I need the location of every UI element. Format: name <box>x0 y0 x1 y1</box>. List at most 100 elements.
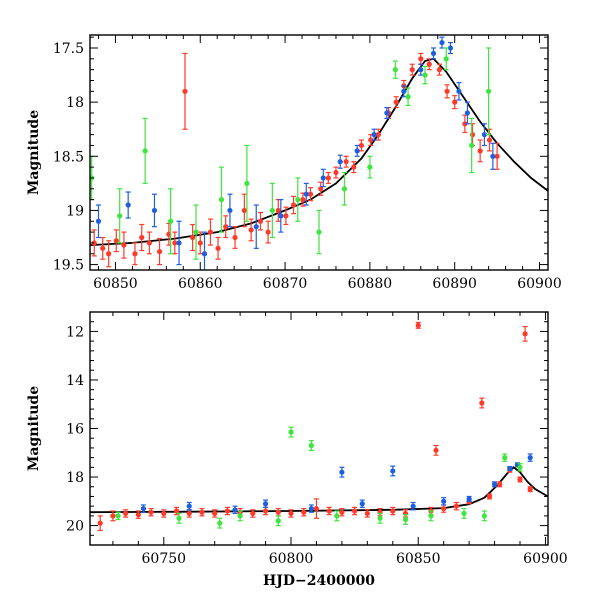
data-point <box>318 181 324 196</box>
data-point <box>151 193 158 228</box>
data-point <box>140 504 147 513</box>
data-point <box>436 63 443 76</box>
data-point <box>232 226 238 249</box>
data-point <box>343 155 349 168</box>
point-marker <box>441 498 447 504</box>
x-tick-label: 60900 <box>517 276 562 292</box>
point-marker <box>241 207 247 214</box>
data-point <box>307 187 314 202</box>
point-marker <box>426 61 432 67</box>
point-marker <box>232 507 238 513</box>
point-marker <box>125 202 131 208</box>
point-marker <box>313 505 320 512</box>
data-point <box>121 231 127 259</box>
point-marker <box>401 88 407 94</box>
data-point <box>215 236 221 260</box>
point-marker <box>393 99 399 105</box>
data-point <box>341 171 348 206</box>
point-marker <box>288 429 294 435</box>
data-point <box>527 453 533 462</box>
point-marker <box>106 251 112 257</box>
point-marker <box>343 159 349 165</box>
y-tick-label: 16 <box>66 422 84 438</box>
point-marker <box>300 197 306 203</box>
data-point <box>212 509 218 518</box>
point-marker <box>466 496 472 502</box>
top-axes: 60850 60860 60870 60880 60890 60900 17.5 18 18.5… <box>53 34 562 292</box>
point-marker <box>410 503 416 509</box>
point-marker <box>100 245 106 251</box>
data-point <box>491 481 498 488</box>
data-point <box>390 506 396 516</box>
data-point <box>490 142 496 170</box>
point-marker <box>436 67 443 73</box>
data-point <box>320 168 326 188</box>
data-point <box>368 134 374 147</box>
point-marker <box>199 509 205 515</box>
data-point <box>201 231 208 270</box>
bottom-x-axis-title: HJD−2400000 <box>263 573 375 589</box>
data-point <box>275 507 281 517</box>
point-marker <box>237 513 243 519</box>
point-marker <box>201 251 208 257</box>
data-point <box>527 486 533 493</box>
point-marker <box>354 148 360 154</box>
point-marker <box>316 229 322 235</box>
point-marker <box>227 207 233 214</box>
data-point <box>316 209 322 255</box>
data-point <box>135 510 141 519</box>
data-point <box>115 511 121 521</box>
data-point <box>507 465 513 472</box>
data-point <box>326 506 332 516</box>
point-marker <box>262 508 269 514</box>
point-marker <box>452 99 458 105</box>
point-marker <box>517 476 523 483</box>
data-point <box>232 505 238 515</box>
point-marker <box>307 191 314 197</box>
point-marker <box>351 164 357 170</box>
point-marker <box>522 331 528 337</box>
x-tick-label: 60870 <box>263 276 308 292</box>
data-point <box>433 444 439 456</box>
x-tick-label: 60860 <box>178 276 223 292</box>
point-marker <box>215 245 221 251</box>
point-marker <box>439 39 445 46</box>
data-point <box>443 47 449 71</box>
data-point <box>375 128 381 141</box>
point-marker <box>527 455 533 461</box>
data-point <box>479 397 485 409</box>
data-point <box>351 161 357 174</box>
point-marker <box>462 121 468 127</box>
data-point <box>106 240 112 268</box>
point-marker <box>262 501 269 507</box>
data-point <box>393 96 399 109</box>
data-point <box>262 506 269 516</box>
data-point <box>402 514 409 525</box>
point-marker <box>244 180 250 186</box>
point-marker <box>502 455 508 461</box>
point-marker <box>469 132 476 138</box>
point-marker <box>447 45 454 51</box>
y-tick-label: 18.5 <box>53 149 84 165</box>
data-point <box>182 52 188 130</box>
data-point <box>269 182 275 239</box>
data-point <box>409 63 415 76</box>
point-marker <box>148 509 154 515</box>
point-marker <box>146 240 152 246</box>
y-tick-label: 12 <box>66 324 84 340</box>
data-point <box>125 191 131 219</box>
data-point <box>190 223 196 252</box>
data-point <box>257 212 264 231</box>
point-marker <box>359 501 365 507</box>
bottom-axes: 60750 60800 60850 60900 12 14 16 18 20 <box>66 311 568 567</box>
data-point <box>244 144 250 222</box>
data-point <box>461 507 467 519</box>
point-marker <box>275 518 281 524</box>
data-point <box>477 139 483 163</box>
data-point <box>97 515 103 532</box>
point-marker <box>339 509 345 515</box>
data-point <box>486 47 492 136</box>
data-point <box>253 204 259 249</box>
data-point <box>275 515 281 527</box>
point-marker <box>461 510 467 517</box>
